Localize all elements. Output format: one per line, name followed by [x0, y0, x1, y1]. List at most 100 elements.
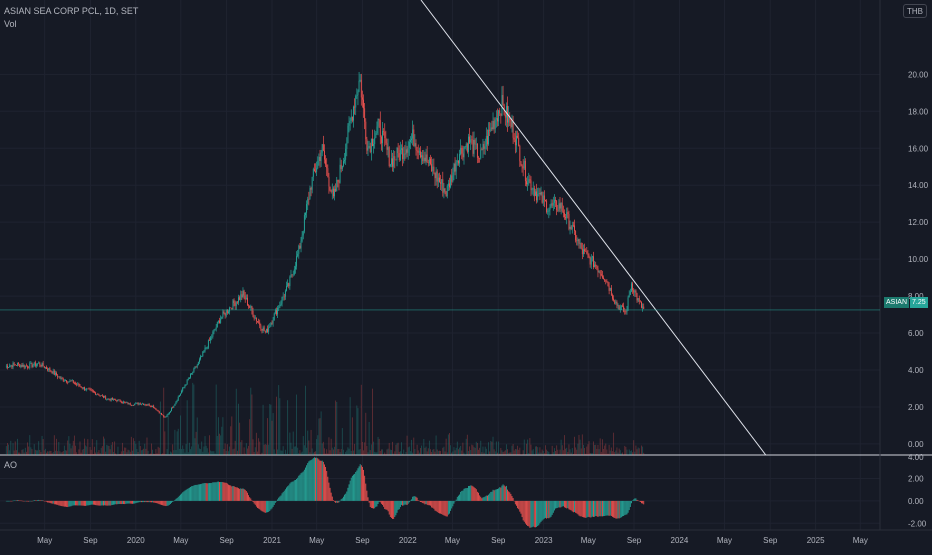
ao-bar [442, 501, 443, 515]
volume-bar [536, 446, 537, 455]
ao-bar [555, 501, 556, 509]
candle-body [385, 138, 386, 143]
volume-bar [598, 445, 599, 455]
volume-bar [297, 448, 298, 455]
volume-bar [484, 453, 485, 455]
volume-bar [255, 447, 256, 455]
volume-bar [216, 385, 217, 455]
candle-body [36, 364, 37, 365]
candle-body [417, 150, 418, 151]
ao-bar [409, 501, 410, 502]
volume-bar [30, 447, 31, 455]
volume-bar [228, 451, 229, 455]
ao-bar [431, 501, 432, 508]
volume-bar [339, 449, 340, 455]
ao-bar [55, 501, 56, 504]
ao-bar [141, 501, 142, 502]
volume-bar [314, 452, 315, 455]
ao-bar [157, 501, 158, 503]
ao-bar [317, 458, 318, 501]
ao-bar [400, 501, 401, 507]
ao-bar [384, 501, 385, 509]
candle-body [579, 239, 580, 243]
volume-bar [633, 440, 634, 455]
ao-bar [533, 501, 534, 527]
volume-bar [182, 445, 183, 455]
volume-bar [417, 445, 418, 455]
candle-body [277, 308, 278, 314]
candle-body [288, 283, 289, 286]
ao-bar [59, 501, 60, 506]
ao-bar [73, 501, 74, 506]
volume-bar [155, 449, 156, 455]
candle-body [81, 386, 82, 387]
volume-bar [460, 446, 461, 455]
ao-bar [304, 470, 305, 501]
ao-bar [548, 501, 549, 518]
volume-bar [260, 454, 261, 455]
ao-bar [354, 474, 355, 501]
volume-bar [84, 439, 85, 455]
candle-body [280, 304, 281, 305]
ao-bar [94, 501, 95, 505]
volume-bar [389, 443, 390, 455]
candle-body [225, 313, 226, 316]
candle-body [564, 213, 565, 217]
candle-body [392, 158, 393, 167]
candle-body [296, 256, 297, 266]
candle-body [352, 117, 353, 121]
candle-body [268, 328, 269, 332]
ao-bar [435, 501, 436, 511]
candle-body [397, 148, 398, 160]
candle-body [291, 274, 292, 276]
ao-bar [449, 501, 450, 514]
volume-bar [94, 447, 95, 455]
currency-button[interactable]: THB [903, 4, 927, 18]
ao-bar [120, 501, 121, 504]
ao-bar [244, 489, 245, 501]
ao-bar [253, 501, 254, 502]
ao-bar [611, 501, 612, 516]
candle-body [631, 283, 632, 291]
candle-body [372, 139, 373, 146]
ao-bar [27, 501, 28, 502]
ao-bar [461, 491, 462, 501]
candle-body [321, 153, 322, 161]
ao-bar [52, 501, 53, 504]
candle-body [593, 256, 594, 267]
candle-body [412, 130, 413, 139]
candle-body [634, 291, 635, 293]
ao-bar [118, 501, 119, 504]
candle-body [314, 169, 315, 171]
candle-body [141, 404, 142, 405]
ao-bar [87, 501, 88, 505]
candle-body [468, 137, 469, 152]
ao-bar [575, 501, 576, 513]
ao-bar [45, 501, 46, 502]
time-tick-label: 2024 [671, 536, 689, 545]
ao-bar [225, 483, 226, 501]
candle-body [589, 255, 590, 257]
ao-bar [337, 501, 338, 503]
ao-bar [219, 482, 220, 501]
volume-bar [555, 451, 556, 455]
ao-bar [188, 488, 189, 501]
ao-bar [458, 496, 459, 501]
candle-body [572, 225, 573, 229]
candle-body [37, 364, 38, 365]
ao-bar [513, 498, 514, 501]
volume-bar [398, 443, 399, 455]
ao-bar [502, 486, 503, 501]
candle-body [22, 365, 23, 366]
candle-body [18, 363, 19, 364]
volume-bar [195, 438, 196, 455]
ao-bar [385, 501, 386, 510]
candle-body [42, 363, 43, 366]
ao-bar [293, 481, 294, 500]
volume-bar [180, 415, 181, 455]
candle-body [528, 179, 529, 183]
candle-body [152, 406, 153, 407]
ao-bar [54, 501, 55, 504]
